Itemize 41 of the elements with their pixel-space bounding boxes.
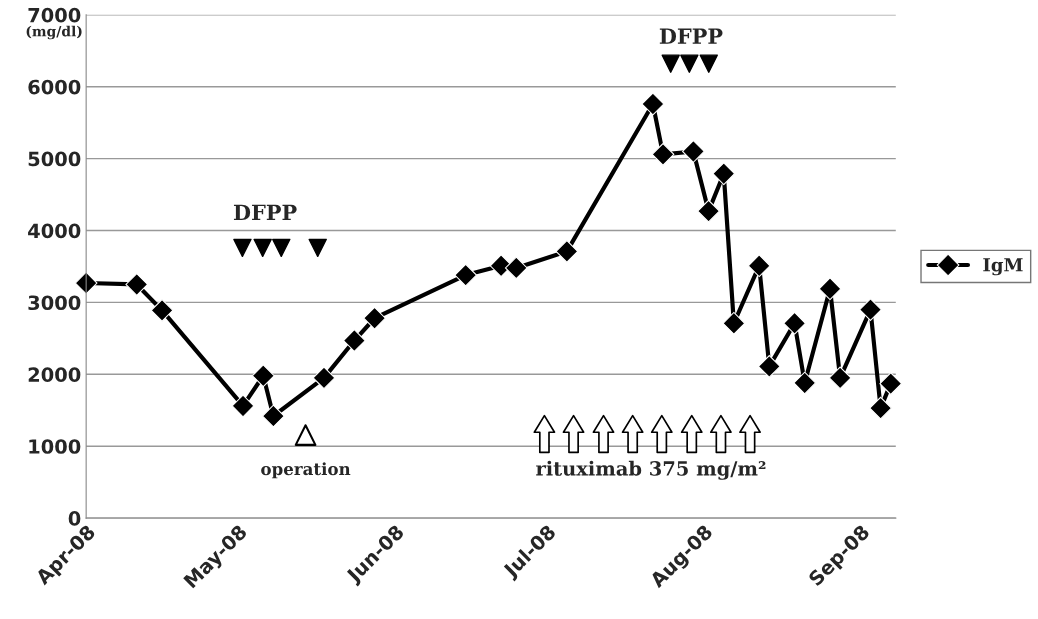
point xyxy=(555,240,579,263)
point xyxy=(343,329,366,352)
point xyxy=(818,277,842,301)
point xyxy=(312,366,336,390)
point xyxy=(150,299,174,322)
y-tick-label: 6000 xyxy=(28,79,81,95)
annotation: operation xyxy=(261,462,351,479)
point xyxy=(859,298,882,321)
point xyxy=(869,396,892,420)
point xyxy=(682,140,705,163)
y-axis-title: (mg/dl) xyxy=(26,25,82,40)
point xyxy=(651,143,675,166)
y-tick-label: 1000 xyxy=(29,439,81,454)
y-tick-label: 7000 xyxy=(28,7,81,23)
point xyxy=(231,394,255,418)
point xyxy=(747,254,771,278)
point xyxy=(712,162,736,186)
point xyxy=(641,92,665,116)
point xyxy=(722,311,746,335)
point xyxy=(879,372,903,395)
y-tick-label: 5000 xyxy=(28,151,81,167)
point xyxy=(251,364,275,388)
point xyxy=(828,366,852,390)
point xyxy=(793,371,817,395)
y-tick-label: 2000 xyxy=(28,367,81,382)
annotation: DFPP xyxy=(233,204,297,220)
y-tick-label: 4000 xyxy=(28,223,81,239)
point xyxy=(262,404,285,428)
point xyxy=(697,199,720,223)
annotation: DFPP xyxy=(659,28,723,44)
y-tick-label: 0 xyxy=(68,511,81,526)
point xyxy=(504,256,528,280)
point xyxy=(454,263,477,287)
point xyxy=(74,271,98,295)
point xyxy=(125,273,149,296)
annotation: rituximab 375 mg/m² xyxy=(536,460,766,480)
point xyxy=(783,311,806,335)
point xyxy=(363,306,386,330)
point xyxy=(757,355,781,378)
y-tick-label: 3000 xyxy=(28,295,81,311)
legend-label: IgM xyxy=(983,258,1023,276)
